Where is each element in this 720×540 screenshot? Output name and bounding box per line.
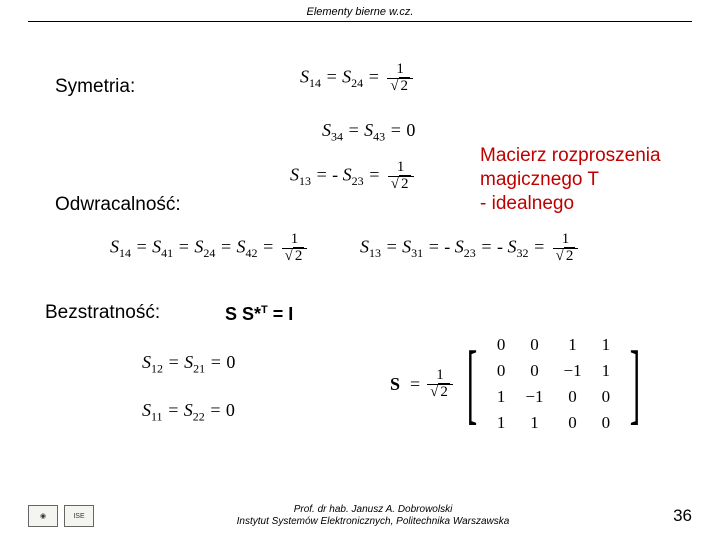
red-note: Macierz rozproszenia magicznego T - idea… [480,144,661,215]
footer: ◉ ISE Prof. dr hab. Janusz A. Dobrowolsk… [0,504,720,528]
eq-s34-s43: S34 = S43 = 0 [322,120,415,145]
eq-s13-s31-s23-s32: S13 = S31 = - S23 = - S32 = 12 [360,232,578,265]
header-divider [28,21,692,22]
eq-s11-s22: S11 = S22 = 0 [142,400,235,425]
eq-s14-s24: S14 = S24 = 12 [300,62,413,95]
footer-text: Prof. dr hab. Janusz A. Dobrowolski Inst… [94,504,652,528]
eq-s13-s23: S13 = - S23 = 12 [290,160,414,193]
label-bezstratnosc: Bezstratność: [45,302,160,324]
logo-2: ISE [64,505,94,527]
label-odwracalnosc: Odwracalność: [55,194,181,216]
eq-unitarity: S S*T = I [225,304,293,325]
eq-s14-s41-s24-s42: S14 = S41 = S24 = S42 = 12 [110,232,307,265]
label-symetria: Symetria: [55,76,135,98]
header-title: Elementy bierne w.cz. [0,0,720,21]
page-number: 36 [652,506,692,526]
scattering-matrix: S = 12 [ 0011 00−11 1−100 1100 ] [390,332,650,436]
eq-s12-s21: S12 = S21 = 0 [142,352,235,377]
logo-1: ◉ [28,505,58,527]
footer-logos: ◉ ISE [28,505,94,527]
matrix-table: 0011 00−11 1−100 1100 [487,332,620,436]
